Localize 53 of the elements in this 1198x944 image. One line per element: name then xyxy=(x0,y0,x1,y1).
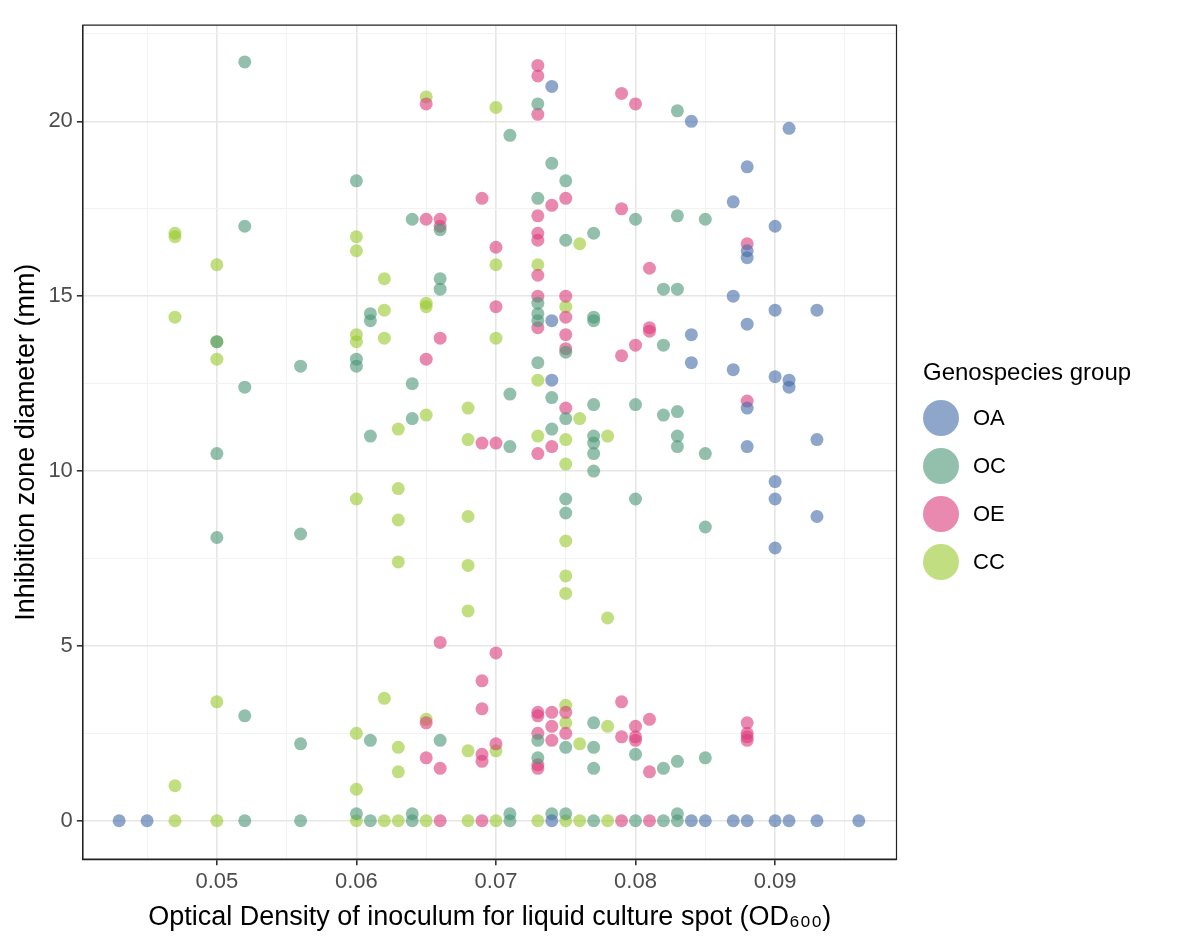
y-tick-label: 0 xyxy=(60,806,73,832)
legend-label: OE xyxy=(973,501,1005,527)
point xyxy=(545,314,559,328)
point xyxy=(768,541,782,555)
point xyxy=(112,814,126,828)
point xyxy=(740,317,754,331)
x-tick-label: 0.05 xyxy=(195,868,239,894)
point xyxy=(740,401,754,415)
point xyxy=(684,114,698,128)
point xyxy=(726,195,740,209)
point xyxy=(726,363,740,377)
x-tick-label: 0.08 xyxy=(614,868,657,894)
y-tick-label: 10 xyxy=(48,457,73,483)
x-tick-label: 0.07 xyxy=(474,868,518,894)
point xyxy=(782,121,796,135)
point xyxy=(740,160,754,174)
point xyxy=(684,356,698,370)
point xyxy=(768,814,782,828)
y-axis-title: Inhibition zone diameter (mm) xyxy=(9,263,40,621)
point xyxy=(768,492,782,506)
point xyxy=(726,289,740,303)
legend-label: OA xyxy=(973,405,1005,431)
point xyxy=(810,433,824,447)
x-tick-label: 0.09 xyxy=(753,868,797,894)
point xyxy=(740,814,754,828)
point xyxy=(782,814,796,828)
y-tick-label: 5 xyxy=(60,631,73,657)
point xyxy=(545,373,559,387)
point xyxy=(782,380,796,394)
point xyxy=(140,814,154,828)
point xyxy=(545,814,559,828)
point xyxy=(768,475,782,489)
point xyxy=(810,814,824,828)
point xyxy=(684,814,698,828)
x-tick-label: 0.06 xyxy=(334,868,378,894)
point xyxy=(740,251,754,265)
point xyxy=(726,814,740,828)
point xyxy=(768,370,782,384)
point xyxy=(684,328,698,342)
point xyxy=(768,219,782,233)
legend-label: OC xyxy=(973,453,1006,479)
point xyxy=(810,303,824,317)
point xyxy=(698,814,712,828)
legend-title: Genospecies group xyxy=(923,358,1132,386)
x-axis-title: Optical Density of inoculum for liquid culture spot (OD₆₀₀) xyxy=(148,901,832,932)
legend-label: CC xyxy=(973,549,1005,575)
point xyxy=(768,303,782,317)
y-tick-label: 20 xyxy=(48,107,73,133)
point xyxy=(810,510,824,524)
y-tick-label: 15 xyxy=(48,282,73,308)
point xyxy=(545,79,559,93)
point xyxy=(740,440,754,454)
point xyxy=(852,814,866,828)
